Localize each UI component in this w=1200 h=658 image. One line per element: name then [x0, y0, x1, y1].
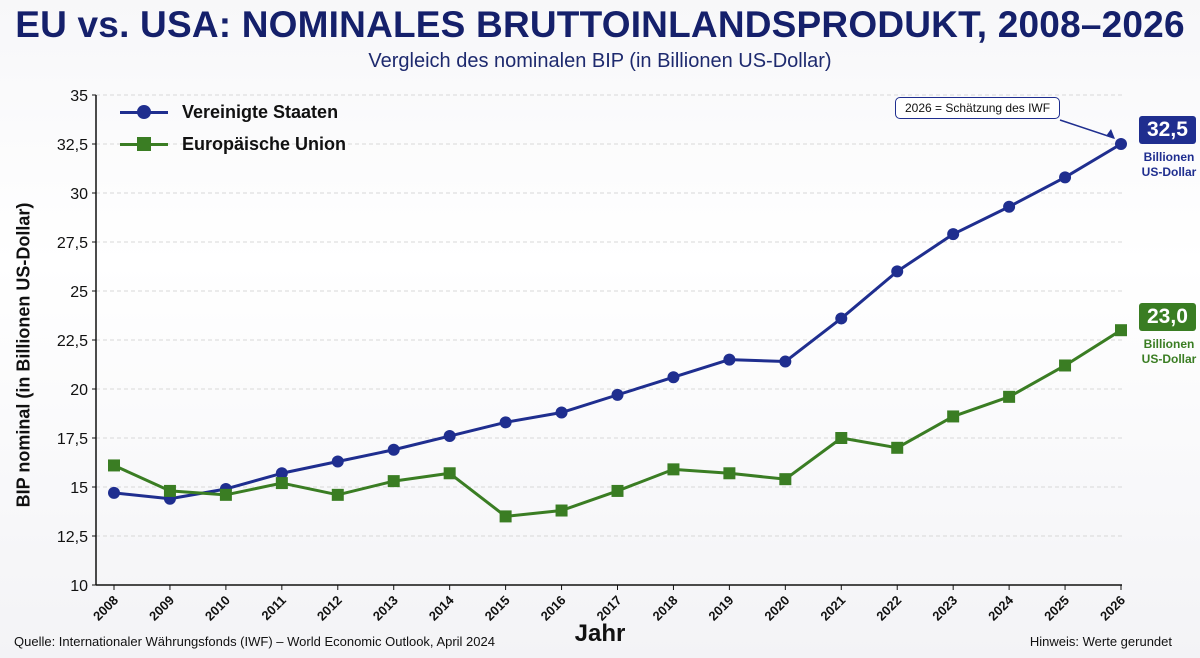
data-point-eu: [555, 504, 568, 517]
data-point-usa: [108, 486, 120, 499]
x-tick-label: 2016: [538, 593, 569, 624]
y-tick-label: 17,5: [57, 431, 88, 448]
data-point-usa: [331, 455, 344, 468]
x-tick-label: 2026: [1097, 593, 1128, 624]
usa-end-unit: Billionen US-Dollar: [1141, 150, 1197, 179]
y-tick-label: 35: [70, 88, 88, 105]
data-point-eu: [835, 432, 848, 444]
data-point-eu: [163, 484, 176, 497]
source-note: Quelle: Internationaler Währungsfonds (I…: [14, 634, 495, 649]
forecast-callout: 2026 = Schätzung des IWF: [895, 97, 1061, 119]
data-point-usa: [723, 353, 736, 366]
x-axis-title: Jahr: [574, 620, 626, 647]
data-point-eu: [1115, 324, 1127, 337]
y-axis-title: BIP nominal (in Billionen US-Dollar): [13, 202, 34, 508]
usa-end-value-badge: 32,5: [1139, 116, 1196, 144]
data-point-eu: [891, 441, 904, 454]
legend-label-eu: Europäische Union: [182, 133, 347, 154]
y-tick-label: 10: [70, 578, 88, 595]
y-tick-label: 30: [70, 186, 88, 203]
x-tick-label: 2021: [817, 593, 848, 624]
data-point-usa: [443, 430, 456, 443]
y-tick-label: 25: [70, 284, 88, 301]
data-point-eu: [723, 467, 736, 480]
data-point-usa: [667, 371, 680, 384]
x-tick-label: 2010: [202, 593, 233, 624]
x-tick-label: 2024: [985, 592, 1017, 624]
y-tick-label: 12,5: [57, 529, 88, 546]
callout-arrowhead: [1106, 129, 1115, 139]
y-tick-label: 32,5: [57, 137, 88, 154]
data-point-usa: [499, 416, 512, 429]
data-point-eu: [443, 467, 456, 480]
x-tick-label: 2025: [1041, 593, 1072, 624]
x-tick-label: 2011: [258, 593, 289, 624]
x-tick-label: 2015: [482, 593, 513, 624]
data-point-eu: [331, 488, 344, 501]
x-tick-label: 2020: [761, 593, 792, 624]
legend-marker-usa: [120, 102, 168, 122]
data-point-usa: [891, 265, 904, 278]
x-tick-label: 2013: [370, 593, 401, 624]
y-tick-label: 22,5: [57, 333, 88, 350]
data-point-usa: [835, 312, 848, 325]
data-point-usa: [947, 228, 960, 241]
data-point-eu: [667, 463, 680, 476]
data-point-eu: [108, 459, 120, 472]
data-point-usa: [1059, 171, 1072, 184]
y-tick-label: 15: [70, 480, 88, 497]
data-point-usa: [611, 388, 624, 401]
data-point-eu: [611, 484, 624, 497]
data-point-eu: [947, 410, 960, 423]
series-line-usa: [113, 142, 1122, 501]
data-point-eu: [499, 510, 512, 523]
data-point-usa: [387, 443, 400, 456]
rounding-note: Hinweis: Werte gerundet: [1029, 634, 1172, 649]
data-point-eu: [275, 477, 288, 490]
x-tick-label: 2018: [650, 593, 681, 624]
chart-title: EU vs. USA: NOMINALES BRUTTOINLANDSPRODU…: [15, 4, 1185, 45]
x-tick-label: 2012: [314, 593, 345, 624]
callout-arrow: [1059, 119, 1115, 139]
x-tick-label: 2019: [705, 593, 736, 624]
legend-label-usa: Vereinigte Staaten: [182, 101, 339, 122]
x-tick-label: 2023: [929, 593, 960, 624]
data-point-eu: [1003, 390, 1016, 403]
eu-end-unit: Billionen US-Dollar: [1141, 337, 1197, 366]
data-point-usa: [1115, 138, 1127, 150]
x-tick-label: 2014: [426, 592, 458, 624]
legend-item-eu: Europäische Union: [120, 128, 346, 160]
data-point-usa: [1003, 200, 1016, 213]
x-tick-label: 2017: [594, 593, 625, 624]
data-point-eu: [219, 488, 232, 501]
x-tick-label: 2009: [146, 593, 177, 624]
data-point-eu: [779, 473, 792, 486]
data-point-usa: [555, 406, 568, 419]
eu-end-value-badge: 23,0: [1139, 303, 1196, 331]
chart-subtitle: Vergleich des nominalen BIP (in Billione…: [368, 50, 832, 72]
x-tick-label: 2022: [873, 593, 904, 624]
y-tick-label: 20: [70, 382, 88, 399]
y-tick-label: 27,5: [57, 235, 88, 252]
data-point-eu: [387, 475, 400, 488]
legend-item-usa: Vereinigte Staaten: [120, 96, 346, 128]
data-point-usa: [275, 467, 288, 480]
legend: Vereinigte Staaten Europäische Union: [120, 96, 346, 160]
data-point-usa: [779, 355, 792, 368]
data-point-eu: [1059, 359, 1072, 372]
x-tick-label: 2008: [90, 593, 121, 624]
legend-marker-eu: [120, 134, 168, 154]
